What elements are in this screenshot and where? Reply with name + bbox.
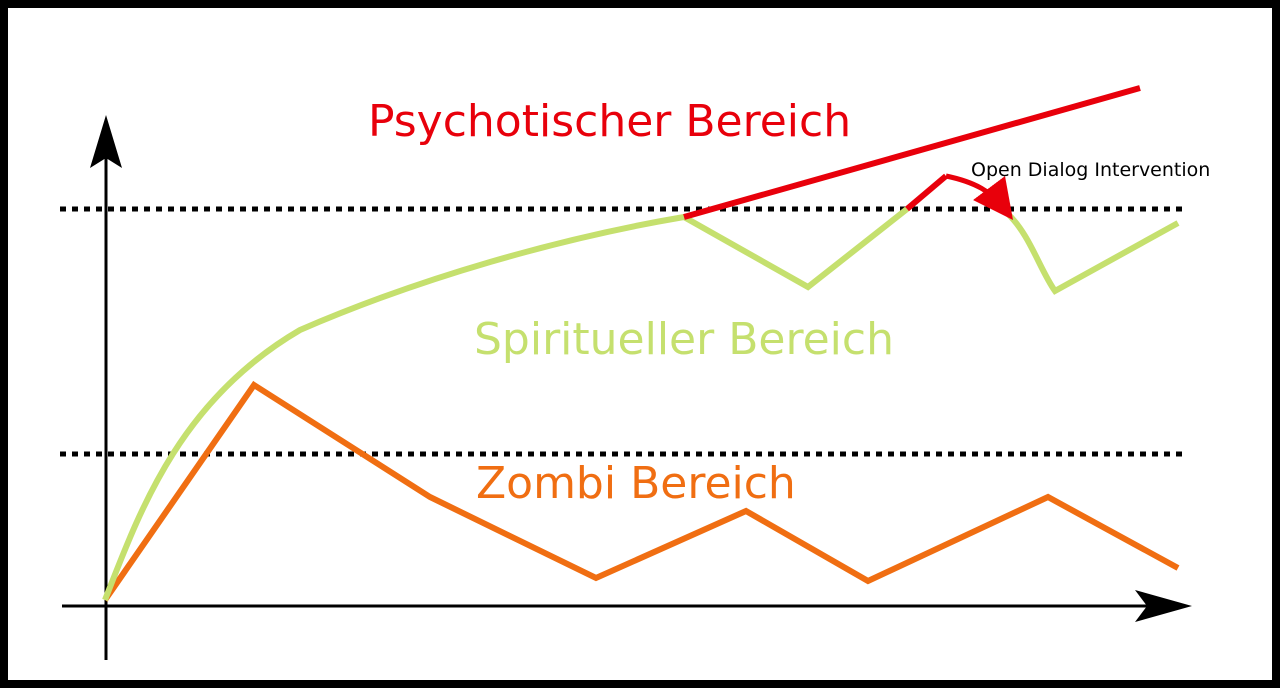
y-axis-arrowhead	[90, 115, 122, 168]
spiritual-region-label: Spiritueller Bereich	[474, 314, 894, 365]
intervention-arrow	[945, 173, 1014, 220]
intervention-label: Open Dialog Intervention	[971, 159, 1210, 181]
zombie-curve	[102, 380, 1180, 602]
psychotic-excursion	[905, 173, 948, 212]
spiritual-curve-continuation	[1005, 211, 1180, 295]
psychotic-curve	[683, 85, 1141, 220]
psychotic-region-label: Psychotischer Bereich	[368, 96, 851, 147]
zombie-region-label: Zombi Bereich	[476, 458, 796, 509]
x-axis-arrowhead	[1135, 590, 1192, 622]
spiritual-curve	[102, 206, 909, 602]
